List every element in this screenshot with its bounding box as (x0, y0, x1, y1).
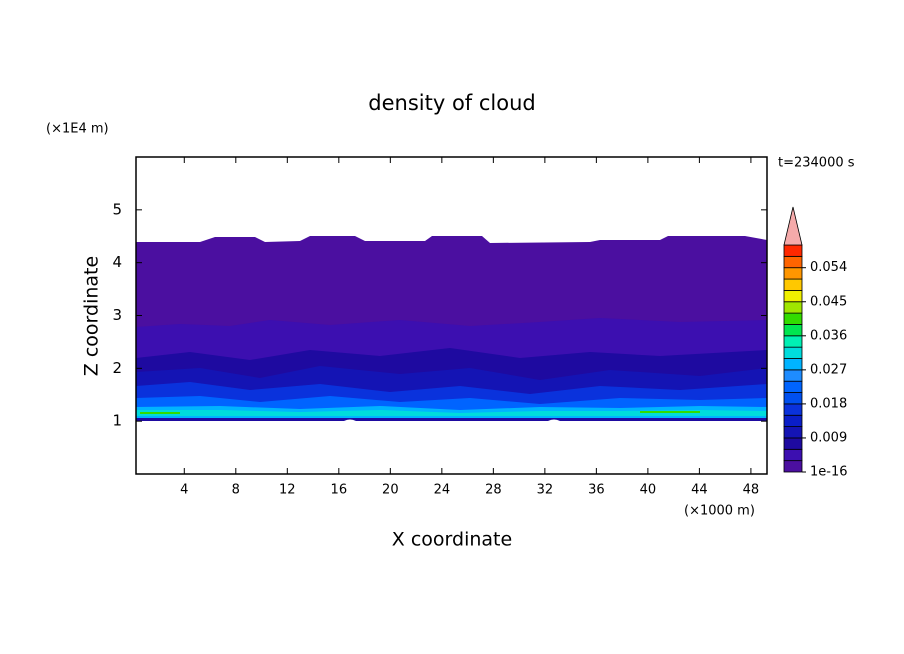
contour-region (140, 411, 700, 414)
colorbar-tick-label: 0.054 (810, 260, 847, 275)
x-tick-label: 4 (180, 483, 188, 498)
x-tick-label: 28 (485, 483, 502, 498)
colorbar-band (783, 289, 803, 303)
y-tick-label: 5 (112, 200, 122, 218)
chart-title: density of cloud (368, 91, 535, 115)
colorbar-band (783, 437, 803, 450)
colorbar-band (783, 335, 803, 348)
colorbar-extend (783, 206, 803, 246)
colorbar-band (783, 460, 803, 473)
y-tick-label: 2 (112, 359, 122, 377)
colorbar-tick-label: 0.045 (810, 294, 847, 309)
colorbar-band (783, 392, 803, 405)
y-tick-label: 1 (112, 412, 122, 430)
colorbar-tick-label: 1e-16 (810, 465, 848, 480)
colorbar-band (783, 369, 803, 382)
x-tick-label: 16 (331, 483, 348, 498)
time-label: t=234000 s (778, 156, 855, 171)
colorbar-tick-label: 0.018 (810, 396, 847, 411)
colorbar-tick-label: 0.027 (810, 362, 847, 377)
colorbar-band (783, 380, 803, 393)
x-tick-label: 12 (279, 483, 296, 498)
colorbar-band (783, 324, 803, 337)
contour-region (136, 410, 767, 416)
contour-region (136, 418, 767, 421)
x-tick-label: 24 (434, 483, 451, 498)
colorbar-band (783, 426, 803, 439)
colorbar-band (783, 267, 803, 280)
x-tick-label: 32 (537, 483, 554, 498)
x-tick-label: 36 (588, 483, 605, 498)
colorbar-band (783, 346, 803, 359)
colorbar-band (783, 278, 803, 291)
colorbar-band (783, 448, 803, 462)
colorbar-tick-label: 0.009 (810, 430, 847, 445)
colorbar-band (783, 301, 803, 314)
colorbar-tick-label: 0.036 (810, 328, 847, 343)
y-tick-label: 4 (112, 253, 122, 271)
x-axis-label: X coordinate (392, 529, 512, 551)
colorbar-band (783, 244, 803, 257)
colorbar-band (783, 358, 803, 371)
x-tick-label: 40 (640, 483, 657, 498)
y-tick-label: 3 (112, 306, 122, 324)
y-unit: (×1E4 m) (46, 122, 109, 137)
x-tick-label: 44 (691, 483, 708, 498)
x-tick-label: 48 (743, 483, 760, 498)
x-unit: (×1000 m) (684, 504, 755, 519)
x-tick-label: 8 (232, 483, 240, 498)
colorbar-band (783, 403, 803, 416)
x-tick-label: 20 (382, 483, 399, 498)
colorbar-band (783, 312, 803, 325)
colorbar-band (783, 414, 803, 428)
colorbar-band (783, 255, 803, 269)
contour-field (136, 236, 767, 421)
y-axis-label: Z coordinate (81, 256, 103, 376)
